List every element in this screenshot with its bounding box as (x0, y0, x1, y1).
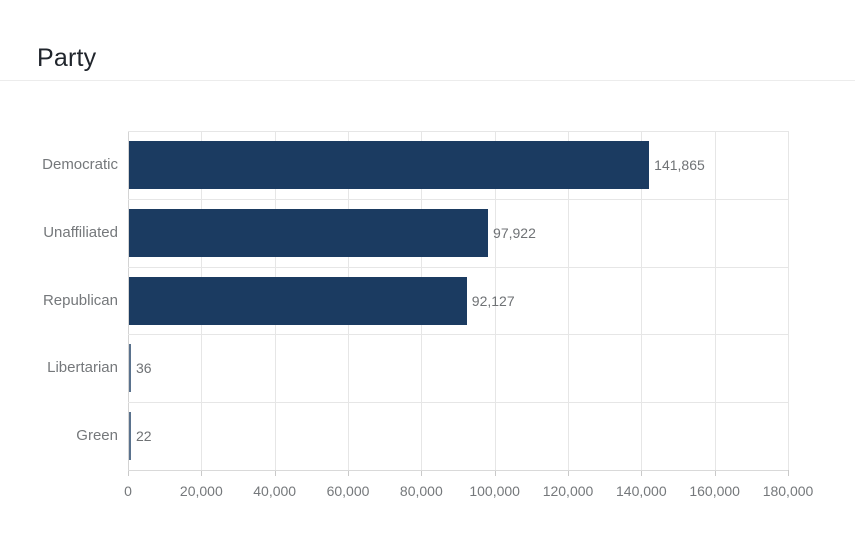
grid-vline (714, 131, 716, 470)
bar[interactable] (129, 344, 131, 393)
x-tick-label: 120,000 (542, 483, 594, 499)
category-label: Libertarian (47, 359, 118, 377)
chart-title: Party (37, 44, 97, 72)
x-tick-mark (421, 470, 423, 476)
x-tick-label: 160,000 (689, 483, 740, 499)
category-label: Unaffiliated (43, 223, 118, 241)
x-tick-label: 140,000 (616, 483, 667, 499)
grid-vline (494, 131, 496, 470)
category-label: Green (76, 427, 118, 445)
x-tick-mark (274, 470, 276, 476)
x-tick-mark (788, 470, 789, 476)
x-tick-label: 80,000 (399, 483, 443, 499)
grid-vline (788, 131, 789, 470)
bar[interactable] (129, 412, 131, 461)
category-label: Republican (42, 291, 118, 309)
x-axis-line (128, 470, 788, 471)
x-tick-label: 180,000 (762, 483, 814, 499)
y-axis-line (128, 131, 129, 470)
x-tick-label: 40,000 (253, 483, 297, 499)
bar-value-label: 36 (136, 360, 152, 377)
x-tick-mark (714, 470, 716, 476)
x-tick-label: 0 (124, 483, 132, 499)
bar-value-label: 22 (136, 428, 152, 445)
x-tick-mark (201, 470, 203, 476)
grid-hline (128, 402, 788, 404)
grid-hline (128, 266, 788, 268)
x-tick-mark (348, 470, 349, 476)
bar[interactable] (129, 208, 489, 257)
grid-vline (568, 131, 569, 470)
x-tick-mark (494, 470, 496, 476)
x-tick-label: 60,000 (326, 483, 370, 499)
bar[interactable] (129, 276, 467, 325)
x-tick-mark (641, 470, 643, 476)
grid-hline (128, 334, 788, 336)
bar-value-label: 97,922 (493, 224, 536, 241)
x-tick-mark (128, 470, 129, 476)
grid-hline (128, 131, 788, 132)
x-tick-mark (568, 470, 569, 476)
title-divider (0, 80, 855, 81)
category-label: Democratic (42, 155, 118, 173)
x-tick-label: 20,000 (179, 483, 223, 499)
bar[interactable] (129, 140, 650, 189)
bar-value-label: 141,865 (654, 156, 705, 173)
grid-vline (641, 131, 643, 470)
x-tick-label: 100,000 (469, 483, 520, 499)
grid-hline (128, 198, 788, 200)
bar-value-label: 92,127 (471, 292, 515, 309)
